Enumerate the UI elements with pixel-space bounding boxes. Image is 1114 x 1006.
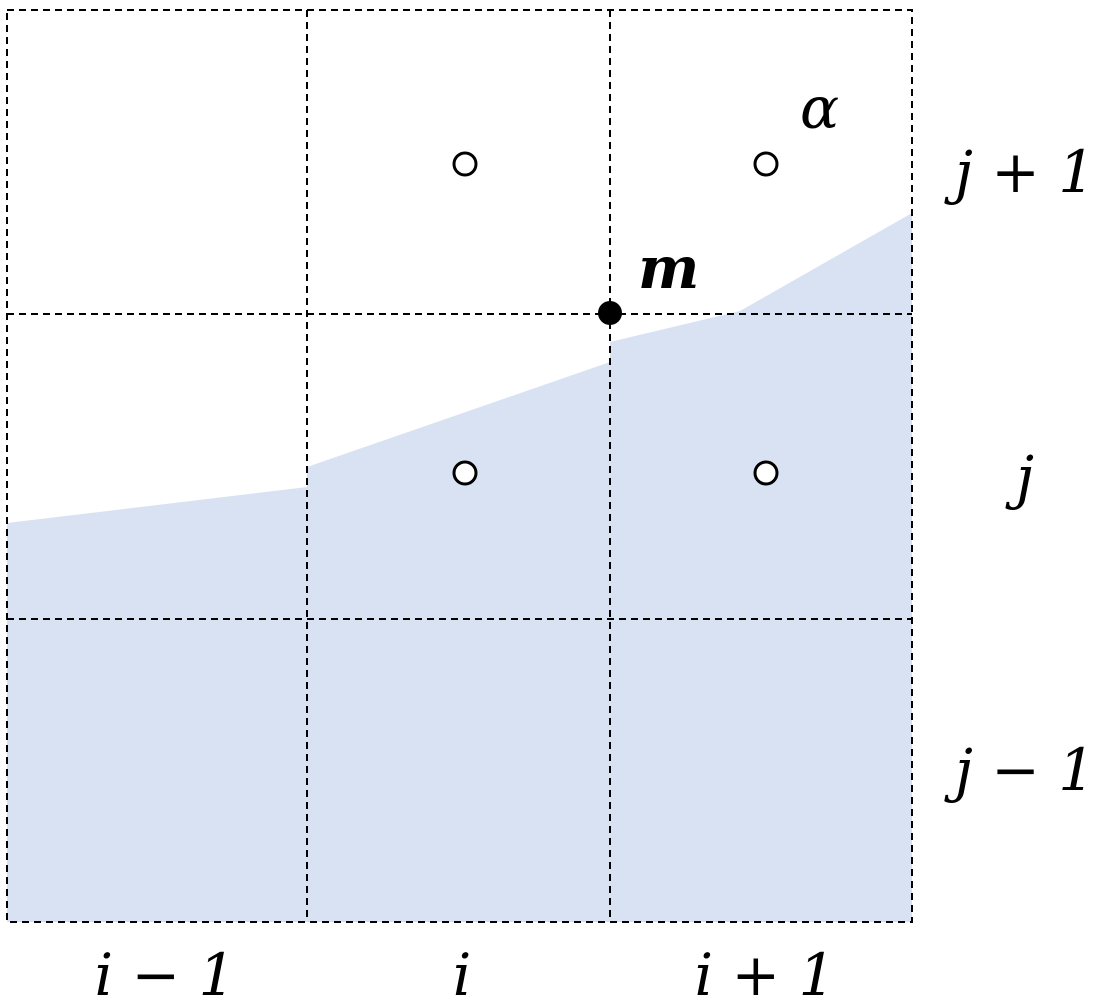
grid-lines xyxy=(6,9,913,923)
shaded-region xyxy=(7,213,912,922)
column-label: i + 1 xyxy=(695,941,836,1006)
open-point xyxy=(753,151,779,177)
column-label: i xyxy=(453,941,472,1006)
open-point xyxy=(452,460,478,486)
alpha-label: α xyxy=(800,74,839,142)
row-label: j xyxy=(1005,443,1034,511)
column-label: i − 1 xyxy=(95,941,236,1006)
point-m-label: m xyxy=(638,234,699,302)
point-m xyxy=(598,301,622,325)
row-label: j + 1 xyxy=(944,138,1095,206)
open-point xyxy=(753,460,779,486)
grid-border xyxy=(6,9,913,923)
row-label: j − 1 xyxy=(944,736,1095,804)
open-point xyxy=(452,151,478,177)
